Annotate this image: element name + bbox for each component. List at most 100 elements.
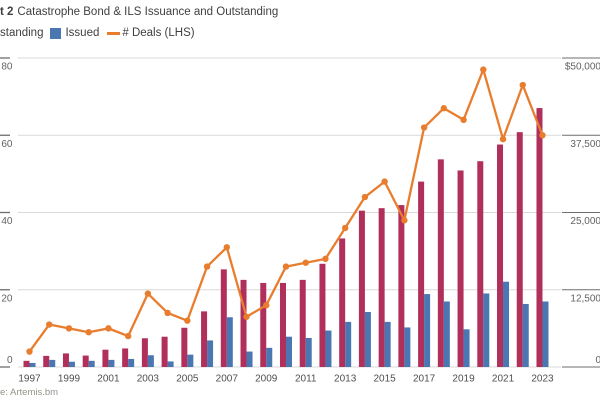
issued-bar-2015 — [384, 321, 391, 367]
deals-marker-1997 — [26, 348, 33, 355]
deals-marker-1999 — [65, 325, 73, 332]
chart-title-text: Catastrophe Bond & ILS Issuance and Outs… — [17, 6, 279, 18]
left-axis-label: 60 — [1, 139, 13, 150]
issued-bar-2002 — [128, 358, 135, 367]
issued-bar-2008 — [246, 351, 253, 367]
outstanding-bar-1999 — [62, 353, 69, 367]
outstanding-bar-2021 — [497, 144, 504, 367]
deals-marker-2004 — [164, 309, 171, 317]
outstanding-bar-2006 — [201, 311, 208, 367]
deals-marker-2005 — [184, 317, 191, 324]
deals-marker-2020 — [480, 66, 487, 73]
deals-marker-2013 — [341, 224, 349, 232]
right-axis-label: $50,000 — [565, 62, 600, 73]
outstanding-bar-2012 — [319, 263, 326, 367]
issued-bar-2022 — [522, 303, 529, 367]
issued-bar-1997 — [29, 362, 36, 367]
issued-bar-2009 — [266, 347, 273, 367]
x-axis-label-2015: 2015 — [374, 374, 397, 385]
outstanding-bar-2023 — [536, 108, 543, 368]
issued-bar-2005 — [187, 354, 194, 367]
deals-marker-2000 — [85, 329, 92, 336]
outstanding-bar-2000 — [82, 355, 89, 367]
outstanding-bar-2015 — [378, 208, 385, 367]
x-axis-label-1997: 1997 — [18, 374, 41, 385]
deals-marker-2002 — [124, 332, 132, 340]
deals-marker-2014 — [361, 193, 369, 201]
right-axis-label: 37,500 — [570, 139, 600, 150]
chart-legend: standing Issued # Deals (LHS) — [0, 26, 195, 40]
issued-bar-2003 — [147, 355, 154, 367]
issued-bar-2017 — [424, 294, 431, 367]
outstanding-bar-2016 — [398, 205, 405, 367]
issued-bar-2016 — [404, 327, 411, 367]
x-axis-label-2009: 2009 — [255, 374, 278, 385]
outstanding-bar-2003 — [141, 338, 148, 367]
legend-label-issued: Issued — [65, 27, 100, 39]
outstanding-bar-2002 — [122, 348, 129, 367]
outstanding-bar-1998 — [43, 355, 50, 367]
x-axis-label-2011: 2011 — [295, 374, 317, 385]
left-axis-label: 20 — [1, 293, 13, 304]
issued-swatch-icon — [50, 27, 62, 39]
outstanding-bar-2014 — [358, 210, 365, 367]
deals-marker-2006 — [203, 263, 211, 270]
left-axis-label: 0 — [7, 355, 13, 366]
deals-marker-2011 — [302, 259, 309, 266]
issued-bar-2004 — [167, 361, 174, 367]
deals-marker-2015 — [381, 178, 388, 185]
source-note: e: Artemis.bm — [0, 387, 59, 398]
outstanding-bar-2001 — [102, 349, 109, 367]
x-axis-label-2003: 2003 — [137, 374, 160, 385]
x-axis-label-2013: 2013 — [334, 374, 357, 385]
outstanding-bar-2007 — [220, 269, 227, 367]
left-axis-label: 80 — [1, 62, 13, 73]
legend-label-outstanding: standing — [0, 27, 44, 39]
x-axis-label-2007: 2007 — [216, 374, 239, 385]
deals-marker-2003 — [144, 290, 152, 297]
deals-marker-2022 — [519, 81, 526, 89]
outstanding-bar-2008 — [240, 279, 247, 367]
deals-line-icon — [107, 31, 121, 35]
left-axis-label: 40 — [1, 216, 13, 227]
issued-bar-2011 — [305, 337, 312, 367]
outstanding-bar-2022 — [516, 132, 523, 367]
right-axis-label: 25,000 — [570, 216, 600, 227]
issued-bar-2020 — [483, 293, 490, 367]
outstanding-bar-2018 — [437, 159, 444, 367]
outstanding-bar-2017 — [418, 181, 425, 367]
x-axis-label-2019: 2019 — [452, 374, 475, 385]
deals-marker-2023 — [539, 132, 546, 139]
issued-bar-2018 — [443, 301, 450, 367]
issued-bar-1998 — [49, 359, 56, 367]
outstanding-bar-2013 — [339, 238, 346, 367]
deals-marker-2001 — [105, 325, 112, 332]
outstanding-bar-2005 — [181, 327, 188, 367]
chart-title-prefix: t 2 — [0, 6, 14, 18]
issued-bar-2007 — [226, 317, 233, 367]
deals-marker-2008 — [243, 313, 250, 320]
deals-marker-2018 — [440, 105, 448, 112]
right-axis-label: 0 — [595, 355, 600, 366]
issued-bar-2023 — [542, 301, 549, 367]
deals-marker-2007 — [223, 244, 230, 251]
issued-bar-1999 — [68, 361, 75, 367]
outstanding-bar-2019 — [457, 170, 464, 367]
outstanding-bar-2010 — [279, 282, 286, 367]
x-axis-label-2001: 2001 — [97, 374, 120, 385]
deals-marker-2012 — [322, 255, 329, 263]
x-axis-label-2005: 2005 — [176, 374, 199, 385]
right-axis-label: 12,500 — [570, 293, 600, 304]
outstanding-bar-2009 — [260, 282, 267, 367]
issued-bar-2006 — [207, 340, 214, 367]
outstanding-bar-1997 — [23, 360, 30, 367]
deals-marker-2009 — [263, 302, 270, 309]
issued-bar-2019 — [463, 329, 470, 367]
x-axis-label-2023: 2023 — [531, 374, 554, 385]
issued-bar-2012 — [325, 330, 332, 367]
issued-bar-2001 — [108, 359, 115, 367]
outstanding-bar-2011 — [299, 279, 306, 367]
outstanding-bar-2020 — [477, 161, 484, 367]
